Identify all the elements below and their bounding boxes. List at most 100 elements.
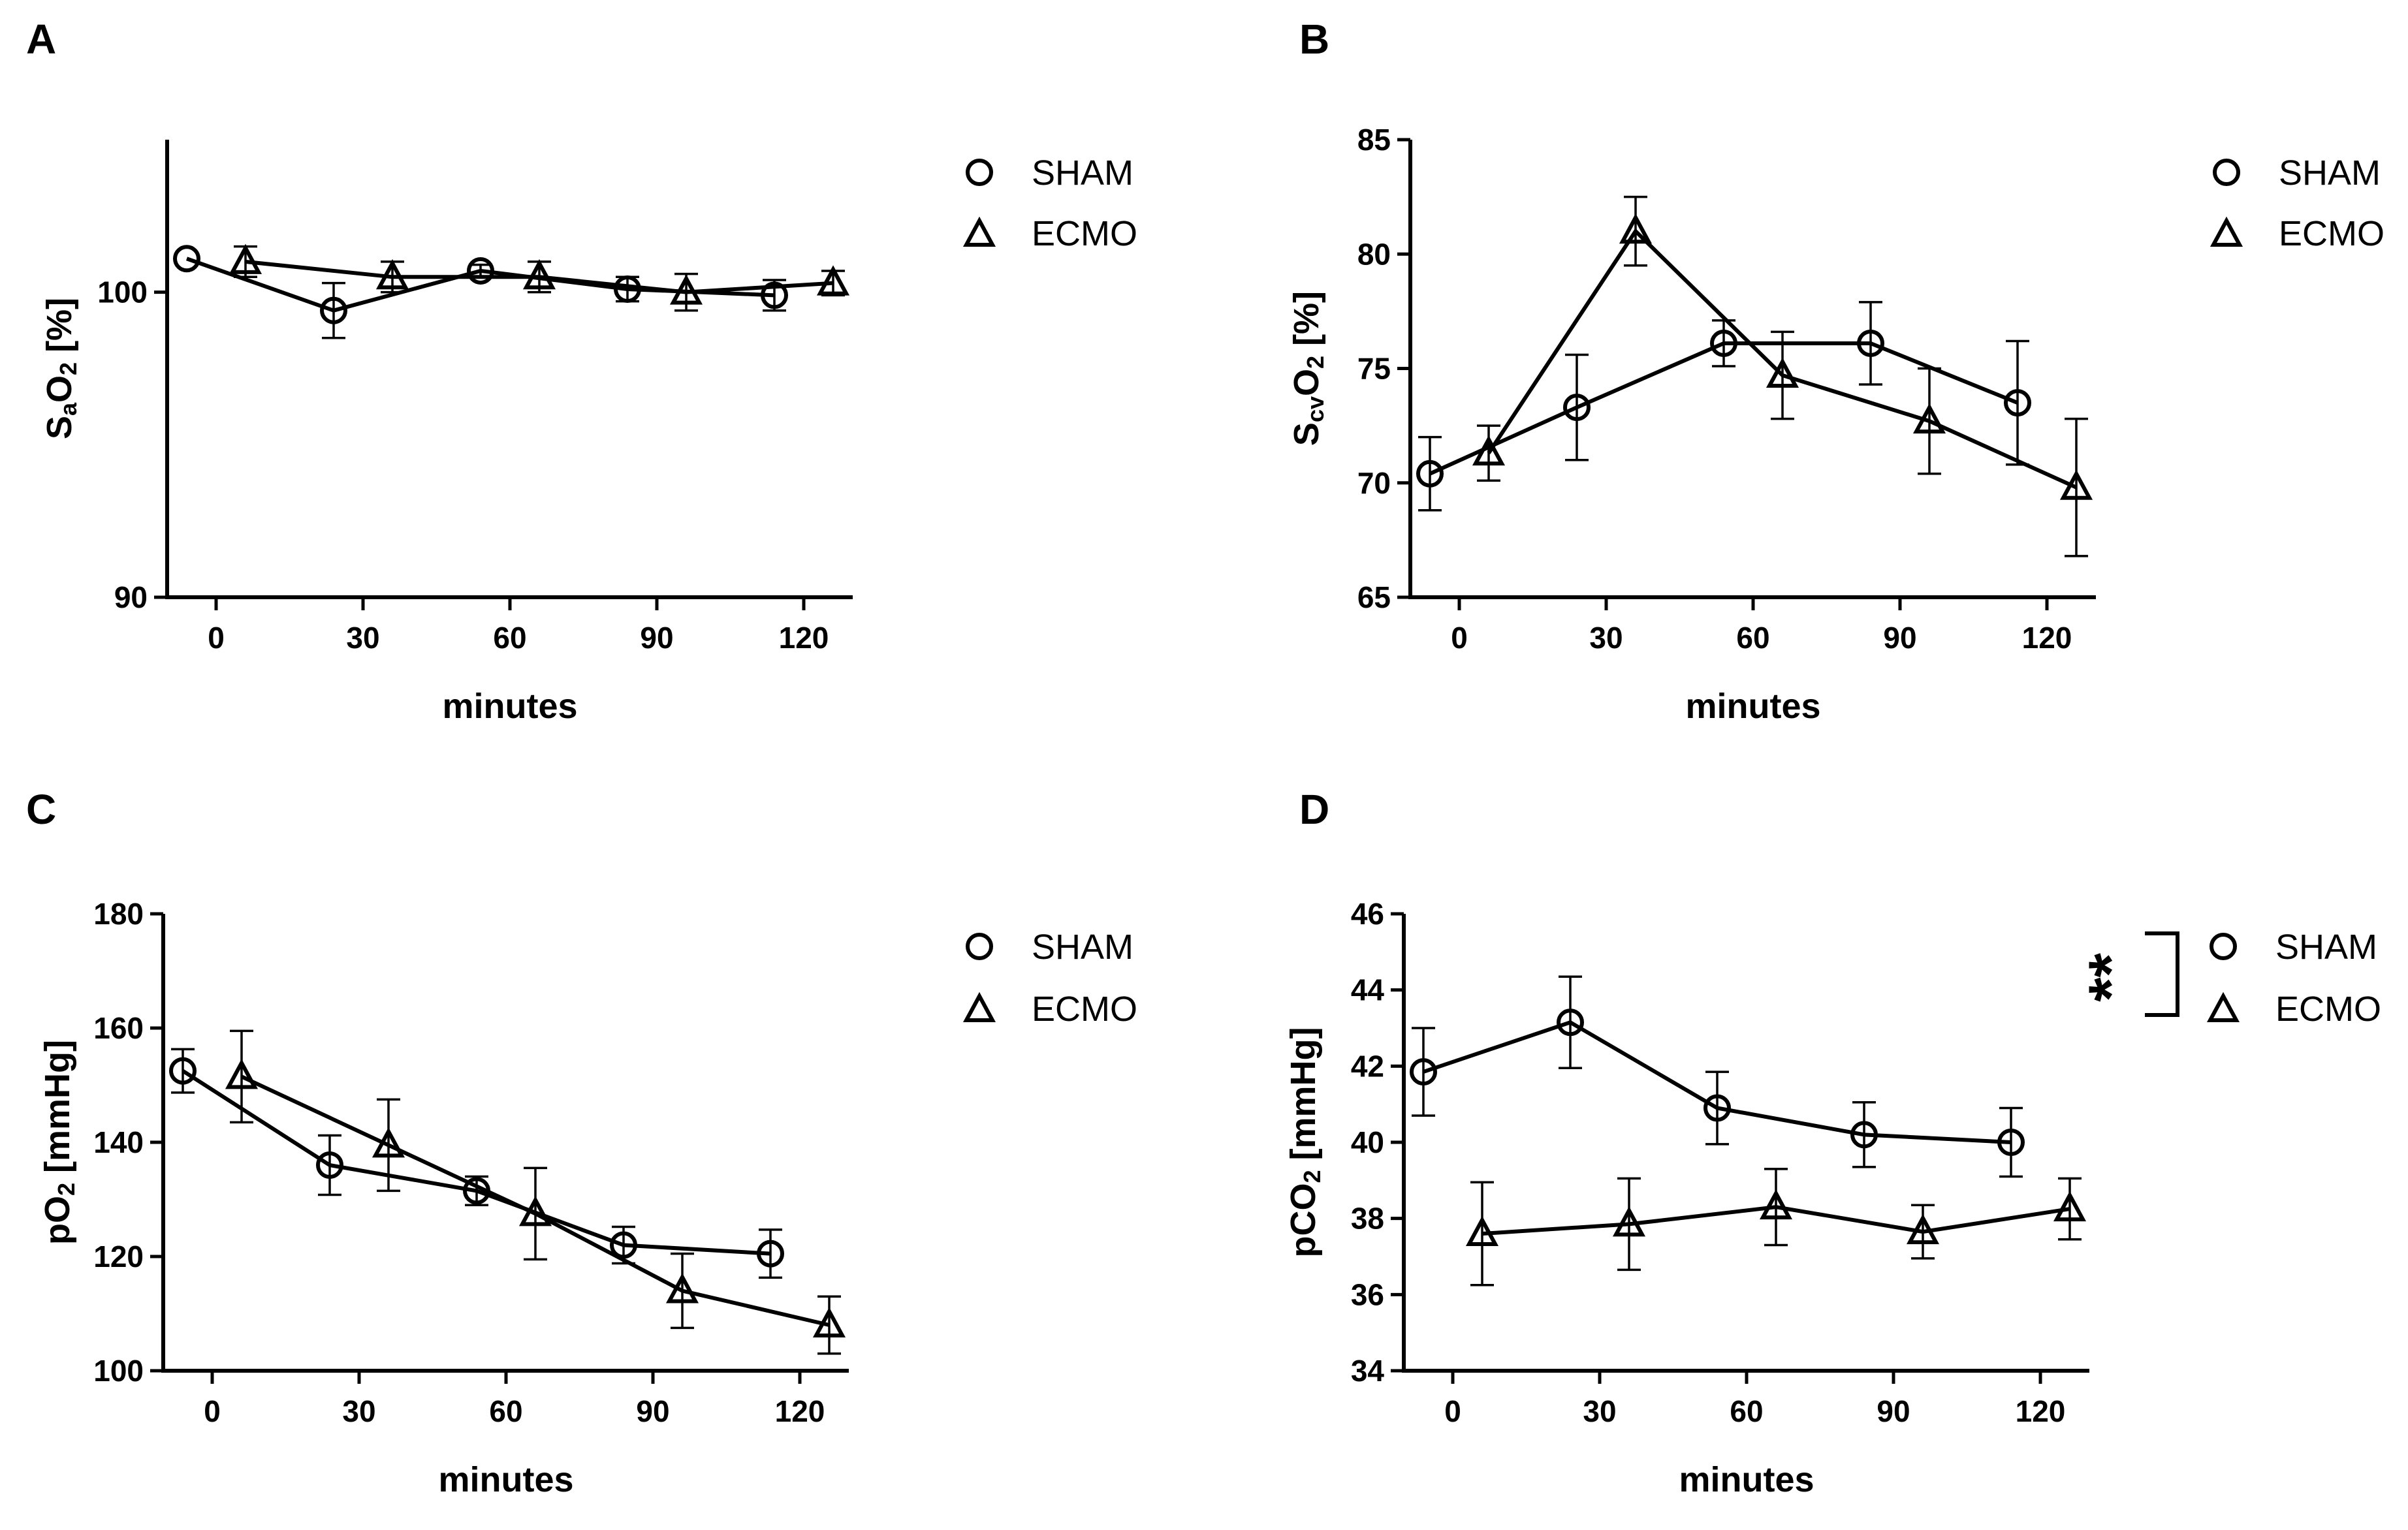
- chart-panel-c: C 100 120 140 160 180 0 30 60 90 120 minutes pO2 [mm…: [26, 786, 1137, 1499]
- ylabel-part: S: [1287, 422, 1326, 446]
- ylabel-part: [%]: [1287, 291, 1326, 356]
- legend-circle-icon: [966, 933, 993, 960]
- legend-circle-icon: [966, 159, 993, 186]
- legend-triangle-icon: [962, 216, 996, 247]
- data-point-sham: [2004, 389, 2031, 417]
- chart-panel-a: A 90 100 0 30 60 90 120 minutes SaO2 [%] SHAM ECMO: [26, 16, 1137, 726]
- x-tick-label: 60: [1736, 621, 1769, 655]
- ylabel-subscript: 2: [1299, 1170, 1325, 1183]
- data-point-ecmo: [1619, 213, 1653, 244]
- legend-triangle-icon: [2210, 216, 2243, 247]
- legend-label: ECMO: [1032, 214, 1137, 253]
- x-axis-title: minutes: [1679, 1460, 1814, 1499]
- y-tick-label: 65: [1357, 580, 1391, 614]
- ylabel-part: O: [40, 375, 79, 403]
- data-point-sham: [1416, 460, 1444, 488]
- data-point-sham: [761, 281, 788, 309]
- data-point-ecmo: [1906, 1213, 1940, 1245]
- data-point-ecmo: [1472, 435, 1506, 466]
- data-point-sham: [1850, 1121, 1878, 1149]
- y-tick-label: 120: [93, 1240, 144, 1273]
- y-axis-title: ScvO2 [%]: [1287, 291, 1328, 446]
- x-axis-title: minutes: [438, 1460, 573, 1499]
- x-tick-label: 90: [636, 1394, 669, 1428]
- x-tick-label: 0: [1451, 621, 1468, 655]
- ylabel-subscript: 2: [1302, 356, 1329, 369]
- y-tick-label: 70: [1357, 466, 1391, 500]
- x-tick-label: 30: [1589, 621, 1623, 655]
- data-point-sham: [1857, 329, 1884, 357]
- y-tick-label: 46: [1351, 897, 1384, 931]
- significance-bracket: [2145, 931, 2179, 1017]
- data-point-sham: [1703, 1094, 1731, 1122]
- legend-circle-icon: [2210, 933, 2237, 960]
- x-tick-label: 0: [204, 1394, 221, 1428]
- data-point-sham: [1557, 1008, 1584, 1037]
- data-point-sham: [1410, 1058, 1437, 1086]
- series-ecmo: [225, 1029, 846, 1355]
- x-tick-label: 90: [640, 621, 673, 655]
- data-point-ecmo: [669, 274, 703, 305]
- x-tick-label: 0: [1444, 1394, 1461, 1428]
- x-tick-label: 0: [208, 621, 225, 655]
- x-axis-title: minutes: [1685, 687, 1820, 726]
- y-tick-label: 36: [1351, 1277, 1384, 1311]
- x-tick-label: 120: [2016, 1394, 2066, 1428]
- ylabel-part: S: [40, 416, 79, 439]
- y-tick-label: 85: [1357, 123, 1391, 157]
- data-point-sham: [610, 1231, 637, 1259]
- data-point-ecmo: [1465, 1215, 1499, 1246]
- series-sham: [1410, 975, 2025, 1178]
- x-tick-label: 120: [779, 621, 829, 655]
- data-point-ecmo: [372, 1127, 405, 1158]
- data-point-ecmo: [1759, 1189, 1793, 1220]
- data-point-ecmo: [812, 1307, 846, 1337]
- chart-panel-d: D 34 36 38 40 42 44 46 0 30 60 90 120 minutes pCO2 [mm…: [1284, 786, 2381, 1499]
- panel-letter: A: [26, 16, 56, 63]
- y-tick-label: 75: [1357, 352, 1391, 386]
- data-point-ecmo: [2053, 1191, 2087, 1222]
- ylabel-subscript: 2: [55, 362, 82, 375]
- x-tick-label: 120: [775, 1394, 825, 1428]
- y-axis-title: pO2 [mmHg]: [38, 1040, 79, 1245]
- y-tick-label: 42: [1351, 1049, 1384, 1083]
- legend: SHAM ECMO: [962, 153, 1137, 253]
- x-tick-label: 60: [489, 1394, 522, 1428]
- data-point-ecmo: [665, 1273, 699, 1304]
- ylabel-subscript: cv: [1302, 396, 1329, 422]
- series-ecmo: [1465, 1168, 2087, 1287]
- data-point-sham: [467, 257, 494, 285]
- legend-label: SHAM: [1032, 153, 1133, 193]
- ylabel-part: O: [1287, 369, 1326, 396]
- x-tick-label: 90: [1877, 1394, 1910, 1428]
- data-point-ecmo: [1912, 403, 1946, 434]
- legend-label: ECMO: [2275, 990, 2381, 1029]
- data-point-sham: [320, 296, 347, 324]
- data-point-ecmo: [518, 1196, 552, 1226]
- y-tick-label: 40: [1351, 1125, 1384, 1159]
- y-tick-label: 34: [1351, 1354, 1385, 1388]
- series-ecmo: [229, 243, 850, 312]
- legend: SHAM ECMO: [2210, 153, 2384, 253]
- ylabel-subscript: a: [55, 402, 82, 416]
- data-point-ecmo: [375, 258, 409, 290]
- panel-letter: D: [1299, 786, 1329, 833]
- y-tick-label: 90: [114, 580, 148, 614]
- y-tick-label: 44: [1351, 973, 1385, 1007]
- data-point-ecmo: [2059, 469, 2093, 500]
- data-point-ecmo: [1612, 1206, 1646, 1237]
- panel-letter: C: [26, 786, 56, 833]
- legend-triangle-icon: [2206, 991, 2240, 1022]
- data-point-sham: [1563, 394, 1591, 422]
- data-point-sham: [173, 245, 200, 273]
- ylabel-subscript: 2: [53, 1183, 80, 1196]
- y-tick-label: 160: [93, 1011, 144, 1045]
- x-tick-label: 90: [1883, 621, 1916, 655]
- series-ecmo: [1472, 195, 2093, 557]
- y-tick-label: 180: [93, 897, 144, 931]
- y-tick-label: 140: [93, 1125, 144, 1159]
- x-tick-label: 60: [493, 621, 526, 655]
- y-axis-title: SaO2 [%]: [40, 298, 81, 439]
- data-point-sham: [1997, 1129, 2025, 1156]
- legend-circle-icon: [2213, 159, 2240, 186]
